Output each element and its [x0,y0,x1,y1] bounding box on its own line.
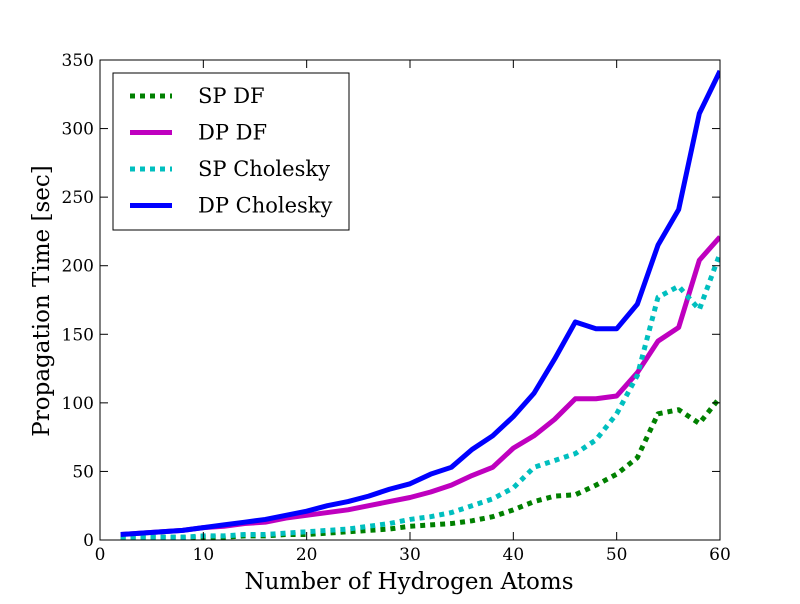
x-tick-label: 10 [193,545,215,565]
x-tick-label: 60 [709,545,731,565]
x-tick-label: 50 [606,545,628,565]
y-tick-label: 300 [62,120,94,140]
y-tick-label: 100 [62,394,94,414]
y-tick-label: 200 [62,257,94,277]
x-axis-label: Number of Hydrogen Atoms [244,569,573,595]
y-tick-label: 250 [62,188,94,208]
y-tick-label: 0 [83,531,94,551]
legend-label: SP DF [198,84,265,108]
x-tick-label: 30 [399,545,421,565]
x-axis-ticks: 0 10 20 30 40 50 60 [95,60,731,565]
legend-label: SP Cholesky [198,157,330,181]
legend-items: SP DF DP DF SP Cholesky DP Cholesky [130,84,333,218]
x-tick-label: 20 [296,545,318,565]
y-axis-ticks: 0 50 100 150 200 250 300 350 [62,51,720,551]
series-layer [120,69,720,540]
y-tick-label: 50 [72,462,94,482]
legend-label: DP DF [198,121,267,145]
series-line-sp-df [120,395,720,540]
y-axis-label: Propagation Time [sec] [29,165,55,436]
legend: SP DF DP DF SP Cholesky DP Cholesky [112,72,350,231]
series-line-dp-cholesky [120,69,720,538]
legend-label: DP Cholesky [198,194,333,218]
series-line-sp-cholesky [120,252,720,540]
x-tick-label: 40 [503,545,525,565]
y-tick-label: 150 [62,325,94,345]
x-tick-label: 0 [95,545,106,565]
y-tick-label: 350 [62,51,94,71]
